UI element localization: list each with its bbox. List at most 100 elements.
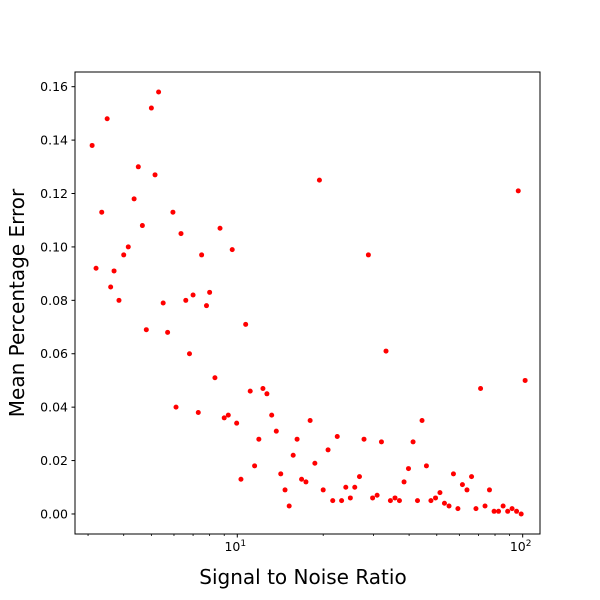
data-point	[139, 223, 145, 229]
data-point	[290, 452, 296, 458]
data-point	[505, 508, 511, 514]
data-point	[330, 498, 336, 504]
data-point	[473, 506, 479, 512]
data-point	[334, 434, 340, 440]
data-point	[160, 300, 166, 306]
data-point	[195, 409, 201, 415]
data-point	[183, 297, 189, 303]
data-point	[428, 498, 434, 504]
data-point	[491, 508, 497, 514]
data-point	[482, 503, 488, 509]
data-point	[299, 476, 305, 482]
data-point	[121, 252, 127, 258]
data-point	[148, 105, 154, 111]
data-point	[522, 377, 528, 383]
data-point	[99, 209, 105, 215]
data-point	[414, 498, 420, 504]
data-point	[207, 289, 213, 295]
data-point	[217, 225, 223, 231]
data-point	[286, 503, 292, 509]
data-point	[378, 439, 384, 445]
plot-area-frame	[74, 71, 541, 535]
x-tick-label: 102	[510, 539, 532, 554]
data-point	[247, 388, 253, 394]
data-point	[294, 436, 300, 442]
data-point	[392, 495, 398, 501]
data-point	[374, 492, 380, 498]
data-point	[410, 439, 416, 445]
data-point	[361, 436, 367, 442]
data-points	[89, 89, 528, 517]
data-point	[278, 471, 284, 477]
data-point	[459, 482, 465, 488]
data-point	[273, 428, 279, 434]
data-point	[264, 391, 270, 397]
data-point	[252, 463, 258, 469]
y-tick-label: 0.08	[40, 293, 68, 308]
data-point	[500, 503, 506, 509]
data-point	[199, 252, 205, 258]
y-tick-label: 0.14	[40, 133, 68, 148]
y-tick-label: 0.10	[40, 239, 68, 254]
data-point	[190, 292, 196, 298]
data-point	[509, 506, 515, 512]
data-point	[269, 412, 275, 418]
data-point	[396, 498, 402, 504]
data-point	[225, 412, 231, 418]
data-point	[131, 196, 137, 202]
y-axis-label: Mean Percentage Error	[5, 188, 29, 417]
data-point	[433, 495, 439, 501]
data-point	[178, 231, 184, 237]
data-point	[135, 164, 141, 170]
data-point	[486, 487, 492, 493]
y-tick-label: 0.16	[40, 79, 68, 94]
data-point	[143, 327, 149, 333]
data-point	[173, 404, 179, 410]
data-point	[478, 385, 484, 391]
data-point	[515, 188, 521, 194]
data-point	[152, 172, 158, 178]
data-point	[108, 284, 114, 290]
data-point	[450, 471, 456, 477]
data-point	[347, 495, 353, 501]
data-point	[469, 474, 475, 480]
data-point	[446, 503, 452, 509]
data-point	[282, 487, 288, 493]
data-point	[383, 348, 389, 354]
data-point	[234, 420, 240, 426]
data-point	[307, 418, 313, 424]
data-point	[221, 415, 227, 421]
y-tick-label: 0.00	[40, 506, 68, 521]
data-point	[93, 265, 99, 271]
data-point	[387, 498, 393, 504]
data-point	[170, 209, 176, 215]
data-point	[256, 436, 262, 442]
data-point	[316, 177, 322, 183]
data-point	[260, 385, 266, 391]
data-point	[186, 351, 192, 357]
data-point	[156, 89, 162, 95]
y-tick-label: 0.04	[40, 400, 68, 415]
data-point	[243, 321, 249, 327]
data-point	[401, 479, 407, 485]
data-point	[203, 303, 209, 309]
x-axis-label: Signal to Noise Ratio	[199, 565, 406, 589]
axis-ticks: 0.00 0.02 0.04 0.06 0.08 0.10 0.12 0.14 0.16 101 1…	[40, 79, 531, 554]
data-point	[238, 476, 244, 482]
data-point	[441, 500, 447, 506]
data-point	[405, 466, 411, 472]
data-point	[229, 247, 235, 253]
data-point	[343, 484, 349, 490]
data-point	[339, 498, 345, 504]
data-point	[111, 268, 117, 274]
data-point	[212, 375, 218, 381]
data-point	[320, 487, 326, 493]
data-point	[455, 506, 461, 512]
y-tick-label: 0.06	[40, 346, 68, 361]
data-point	[496, 508, 502, 514]
data-point	[437, 490, 443, 496]
data-point	[89, 142, 95, 148]
data-point	[165, 329, 171, 335]
